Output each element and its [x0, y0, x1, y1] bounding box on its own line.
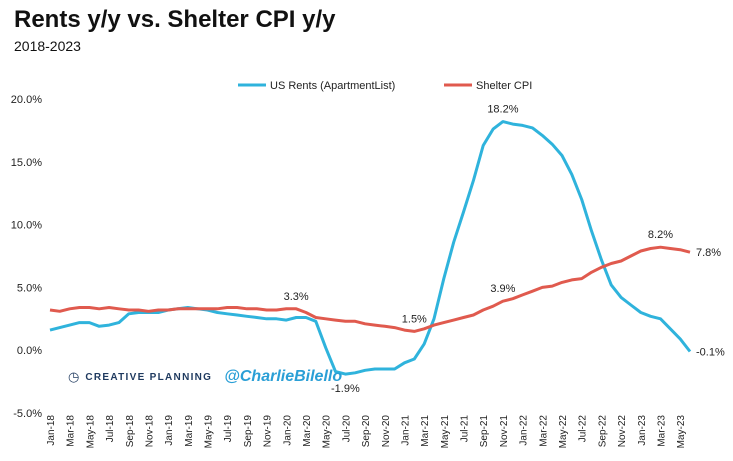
x-tick-label: Mar-19 [184, 415, 195, 447]
y-tick-label: 15.0% [11, 157, 42, 169]
x-tick-label: Sep-22 [597, 415, 608, 448]
y-tick-label: -5.0% [13, 408, 42, 420]
x-tick-label: Jul-19 [223, 415, 234, 443]
x-tick-label: Jan-21 [400, 415, 411, 446]
x-tick-label: May-21 [440, 415, 451, 449]
x-tick-label: Nov-22 [617, 415, 628, 448]
x-tick-label: Jan-18 [46, 415, 57, 446]
data-label: 3.3% [284, 291, 309, 303]
creative-planning-logo-icon: ◷ [68, 369, 80, 384]
x-tick-label: Mar-21 [420, 415, 431, 447]
x-tick-label: Nov-18 [144, 415, 155, 448]
x-tick-label: Sep-20 [361, 415, 372, 448]
x-axis: Jan-18 Mar-18 May-18 Jul-18 Sep-18 Nov-18 Jan-… [46, 415, 687, 449]
branding: ◷ CREATIVE PLANNING @CharlieBilello [68, 368, 342, 386]
x-tick-label: Jan-23 [637, 415, 648, 446]
y-axis: 20.0% 15.0% 10.0% 5.0% 0.0% -5.0% [11, 94, 42, 420]
x-tick-label: Jan-22 [519, 415, 530, 446]
brand-handle: @CharlieBilello [224, 368, 343, 385]
x-tick-label: Jul-21 [460, 415, 471, 443]
x-tick-label: Mar-23 [656, 415, 667, 447]
x-tick-label: Sep-19 [243, 415, 254, 448]
y-tick-label: 0.0% [17, 345, 42, 357]
x-tick-label: Mar-18 [66, 415, 77, 447]
x-tick-label: Jul-22 [578, 415, 589, 443]
x-tick-label: Mar-20 [302, 415, 313, 447]
x-tick-label: Nov-19 [263, 415, 274, 448]
chart-title: Rents y/y vs. Shelter CPI y/y [14, 6, 336, 33]
data-labels: 18.2% -1.9% -0.1% 3.3% 1.5% 3.9% 8.2% 7.8% [284, 104, 725, 395]
y-tick-label: 5.0% [17, 282, 42, 294]
x-tick-label: Sep-18 [125, 415, 136, 448]
x-tick-label: May-20 [322, 415, 333, 449]
data-label: -0.1% [696, 346, 725, 358]
x-tick-label: Mar-22 [538, 415, 549, 447]
data-label: 18.2% [487, 104, 518, 116]
x-tick-label: May-23 [676, 415, 687, 449]
data-label: 3.9% [490, 283, 515, 295]
data-label: -1.9% [331, 383, 360, 395]
x-tick-label: Nov-20 [381, 415, 392, 448]
chart-subtitle: 2018-2023 [14, 38, 81, 54]
series-group [49, 120, 692, 376]
x-tick-label: Jan-19 [164, 415, 175, 446]
y-tick-label: 20.0% [11, 94, 42, 106]
x-tick-label: Jan-20 [282, 415, 293, 446]
series-line-0 [49, 120, 692, 376]
legend-label: Shelter CPI [476, 80, 532, 92]
series-line-1 [49, 245, 691, 333]
x-tick-label: Sep-21 [479, 415, 490, 448]
data-label: 8.2% [648, 229, 673, 241]
x-tick-label: May-19 [204, 415, 215, 449]
x-tick-label: May-18 [85, 415, 96, 449]
x-tick-label: Nov-21 [499, 415, 510, 448]
x-tick-label: Jul-18 [105, 415, 116, 443]
legend: US Rents (ApartmentList) Shelter CPI [238, 80, 532, 92]
brand-name: CREATIVE PLANNING [85, 371, 213, 383]
x-tick-label: May-22 [558, 415, 569, 449]
legend-label: US Rents (ApartmentList) [270, 80, 395, 92]
data-label: 1.5% [402, 313, 427, 325]
x-tick-label: Jul-20 [341, 415, 352, 443]
y-tick-label: 10.0% [11, 220, 42, 232]
data-label: 7.8% [696, 247, 721, 259]
